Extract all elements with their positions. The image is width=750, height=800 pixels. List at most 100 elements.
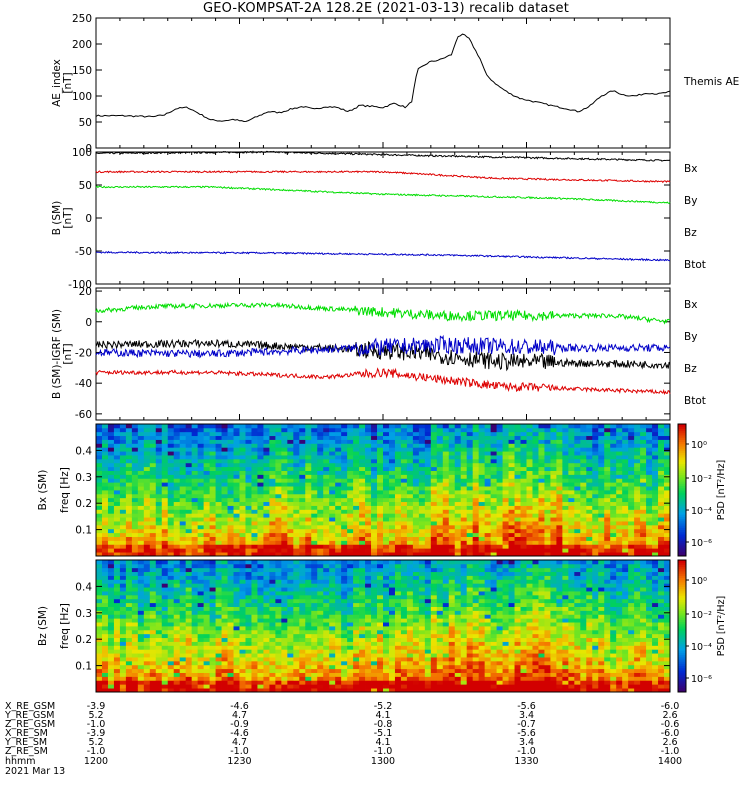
heat-cell (484, 458, 492, 464)
heat-cell (664, 497, 671, 503)
heat-cell (215, 614, 222, 619)
heat-cell (293, 548, 300, 553)
heat-cell (269, 424, 276, 429)
heat-cell (466, 439, 474, 444)
heat-cell (155, 637, 163, 642)
heat-cell (406, 443, 414, 448)
heat-cell (269, 509, 276, 514)
heat-cell (239, 548, 246, 553)
heat-cell (598, 447, 605, 452)
heat-cell (520, 521, 527, 526)
heat-cell (101, 455, 109, 460)
heat-cell (664, 435, 671, 440)
heat-cell (167, 501, 175, 506)
heat-cell (406, 544, 414, 549)
heat-cell (436, 462, 444, 468)
heat-cell (131, 626, 139, 631)
heat-cell (412, 490, 420, 495)
heat-cell (96, 676, 103, 681)
heat-cell (490, 544, 498, 549)
heat-cell (478, 490, 486, 495)
heat-cell (412, 524, 420, 530)
heat-cell (257, 657, 264, 662)
heat-cell (107, 587, 115, 592)
heat-cell (275, 493, 282, 499)
heat-cell (365, 435, 372, 440)
heat-cell (275, 567, 282, 573)
heat-cell (275, 521, 282, 526)
heat-cell (161, 668, 169, 673)
heat-cell (173, 540, 181, 545)
heat-cell (197, 660, 205, 666)
heat-cell (478, 474, 486, 479)
heat-cell (634, 490, 641, 495)
heat-cell (269, 524, 276, 530)
heat-cell (418, 493, 426, 499)
heat-cell (125, 478, 133, 483)
heat-cell (197, 591, 205, 596)
heat-cell (179, 552, 187, 557)
heat-cell (155, 548, 163, 553)
heat-cell (323, 606, 330, 611)
heat-cell (155, 583, 163, 588)
heat-cell (502, 490, 509, 495)
heat-cell (149, 439, 157, 444)
heat-cell (664, 544, 671, 549)
heat-cell (275, 649, 282, 654)
heat-cell (185, 579, 193, 584)
heat-cell (550, 552, 557, 557)
heat-cell (149, 548, 157, 553)
heat-cell (508, 532, 515, 537)
heat-cell (227, 505, 234, 510)
heat-cell (323, 664, 330, 670)
heat-cell (598, 451, 605, 456)
heat-cell (167, 684, 175, 689)
heat-cell (664, 443, 671, 448)
heat-cell (233, 653, 240, 658)
heat-cell (239, 629, 246, 635)
heat-cell (173, 455, 181, 460)
heat-cell (107, 478, 115, 483)
heat-cell (245, 622, 252, 627)
heat-cell (257, 532, 264, 537)
heat-cell (287, 443, 294, 448)
heat-cell (496, 517, 503, 522)
heat-cell (454, 493, 462, 499)
heat-cell (96, 571, 103, 576)
heat-cell (209, 486, 216, 491)
heat-cell (257, 455, 264, 460)
heat-cell (604, 478, 611, 483)
heat-cell (299, 493, 306, 499)
heat-cell (227, 427, 234, 433)
heat-cell (155, 610, 163, 615)
heat-cell (622, 532, 629, 537)
heat-cell (269, 668, 276, 673)
heat-cell (203, 614, 211, 619)
heat-cell (562, 490, 569, 495)
heat-cell (502, 497, 509, 503)
heat-cell (131, 660, 139, 666)
heat-cell (191, 594, 199, 600)
heat-cell (221, 497, 228, 503)
heat-cell (167, 424, 175, 429)
heat-cell (293, 443, 300, 448)
heat-cell (96, 583, 103, 588)
heat-cell (418, 528, 426, 534)
heat-cell (628, 447, 635, 452)
heat-cell (383, 486, 390, 491)
heat-cell (185, 528, 193, 534)
heat-cell (526, 482, 533, 487)
heat-cell (245, 649, 252, 654)
heat-cell (245, 653, 252, 658)
heat-cell (329, 451, 336, 456)
heat-cell (209, 622, 216, 627)
heat-cell (125, 552, 133, 557)
heat-cell (299, 501, 306, 506)
heat-cell (353, 482, 360, 487)
heat-cell (245, 560, 252, 565)
heat-cell (388, 424, 396, 429)
heat-cell (490, 509, 498, 514)
heat-cell (514, 524, 521, 530)
heat-cell (586, 497, 593, 503)
heat-cell (406, 505, 414, 510)
